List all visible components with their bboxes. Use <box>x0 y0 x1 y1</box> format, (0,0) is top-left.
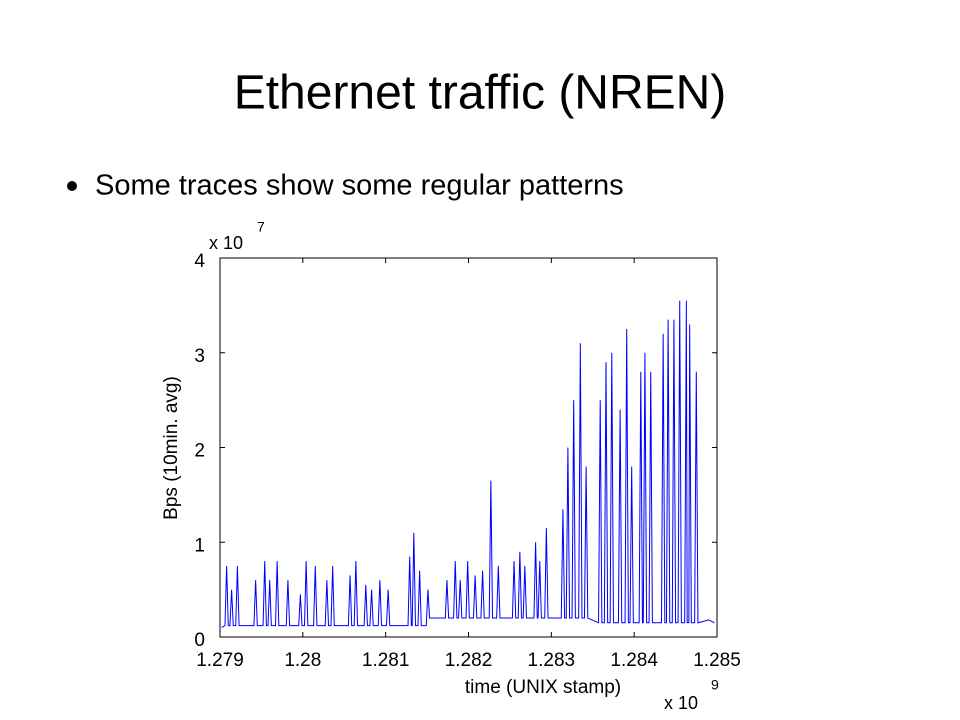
x-tick-label: 1.283 <box>528 650 576 671</box>
x-tick-label: 1.279 <box>196 650 244 671</box>
bullet-text: Some traces show some regular patterns <box>95 170 624 202</box>
y-multiplier: x 10 <box>209 233 243 253</box>
y-tick-label: 3 <box>194 346 205 367</box>
y-exponent: 7 <box>257 219 265 235</box>
x-axis-label: time (UNIX stamp) <box>465 677 621 698</box>
bullet-dot <box>67 181 77 191</box>
x-tick-label: 1.281 <box>362 650 410 671</box>
x-tick-label: 1.284 <box>610 650 658 671</box>
x-tick-label: 1.28 <box>284 650 321 671</box>
y-tick-label: 2 <box>194 441 205 462</box>
y-tick-label: 1 <box>194 535 205 556</box>
x-multiplier: x 10 <box>664 693 698 713</box>
y-tick-label: 4 <box>194 251 205 272</box>
x-exponent: 9 <box>711 677 719 693</box>
x-tick-label: 1.282 <box>445 650 493 671</box>
x-tick-label: 1.285 <box>693 650 741 671</box>
y-axis-label: Bps (10min. avg) <box>161 376 182 520</box>
traffic-line <box>221 300 715 628</box>
y-tick-label: 0 <box>194 630 205 651</box>
slide-title: Ethernet traffic (NREN) <box>234 67 727 120</box>
